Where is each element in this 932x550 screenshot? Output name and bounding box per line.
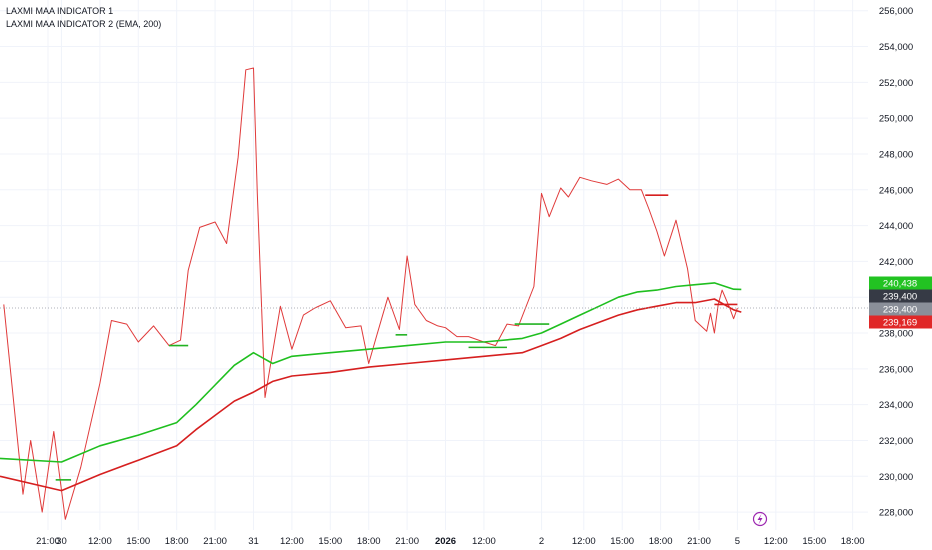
y-tick-label: 238,000: [879, 329, 913, 340]
x-tick-label: 21:00: [395, 536, 419, 547]
x-tick-label: 2: [539, 536, 544, 547]
x-tick-label: 12:00: [472, 536, 496, 547]
x-tick-label: 5: [735, 536, 740, 547]
x-tick-label: 31: [248, 536, 259, 547]
price-tag-bg: [869, 315, 932, 329]
x-tick-label: 2026: [435, 536, 456, 547]
chart-grid: [0, 0, 868, 530]
price-tag-bg: [869, 276, 932, 290]
y-tick-label: 256,000: [879, 6, 913, 17]
y-tick-label: 250,000: [879, 114, 913, 125]
chart-series: [0, 67, 868, 520]
indicator-legend: LAXMI MAA INDICATOR 1 LAXMI MAA INDICATO…: [6, 5, 161, 31]
price-tag-label: 239,169: [883, 318, 917, 329]
y-tick-label: 244,000: [879, 221, 913, 232]
ema-lower-line: [0, 298, 742, 492]
price-line: [3, 67, 738, 520]
ema-upper-line: [0, 282, 742, 463]
y-tick-label: 242,000: [879, 257, 913, 268]
x-tick-label: 12:00: [572, 536, 596, 547]
x-tick-label: 12:00: [764, 536, 788, 547]
y-tick-label: 254,000: [879, 42, 913, 53]
price-tag-bg: [869, 302, 932, 316]
x-tick-label: 18:00: [165, 536, 189, 547]
x-tick-label: 15:00: [610, 536, 634, 547]
y-tick-label: 234,000: [879, 400, 913, 411]
y-tick-label: 230,000: [879, 472, 913, 483]
lightning-icon[interactable]: [752, 511, 768, 527]
legend-indicator-1[interactable]: LAXMI MAA INDICATOR 1: [6, 6, 114, 16]
x-tick-label: 21:00: [203, 536, 227, 547]
x-tick-label: 18:00: [357, 536, 381, 547]
x-tick-label: 30: [56, 536, 67, 547]
x-tick-label: 18:00: [841, 536, 865, 547]
price-tag-label: 239,400: [883, 292, 917, 303]
price-tag-bg: [869, 289, 932, 303]
price-tag-label: 239,400: [883, 305, 917, 316]
price-axis[interactable]: 256,000 254,000 252,000 250,000 248,000 246,0…: [879, 6, 913, 518]
price-tags: 240,438 239,400 239,400 239,169: [869, 276, 932, 329]
y-tick-label: 248,000: [879, 149, 913, 160]
y-tick-label: 232,000: [879, 436, 913, 447]
x-tick-label: 15:00: [126, 536, 150, 547]
legend-indicator-2[interactable]: LAXMI MAA INDICATOR 2 (EMA, 200): [6, 19, 162, 29]
y-tick-label: 246,000: [879, 185, 913, 196]
y-tick-label: 228,000: [879, 508, 913, 519]
y-tick-label: 252,000: [879, 78, 913, 89]
y-tick-label: 236,000: [879, 364, 913, 375]
x-tick-label: 12:00: [88, 536, 112, 547]
price-tag-label: 240,438: [883, 279, 917, 290]
x-tick-label: 12:00: [280, 536, 304, 547]
x-tick-label: 18:00: [649, 536, 673, 547]
x-tick-label: 21:00: [687, 536, 711, 547]
x-tick-label: 15:00: [318, 536, 342, 547]
x-tick-label: 15:00: [802, 536, 826, 547]
x-tick-label: 21:00: [36, 536, 60, 547]
